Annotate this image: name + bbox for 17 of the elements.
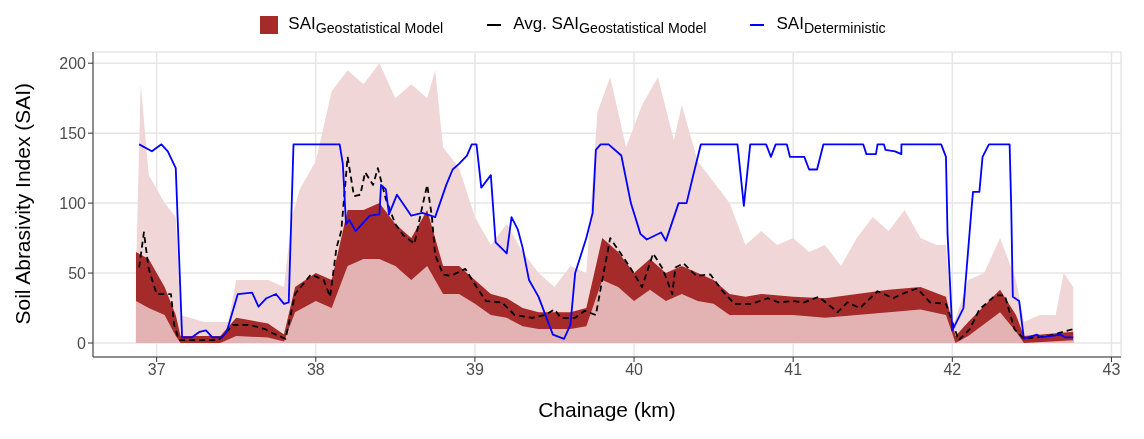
x-axis-title: Chainage (km): [538, 398, 676, 421]
y-tick-label: 100: [59, 194, 87, 212]
x-tick-label: 37: [147, 361, 166, 379]
y-tick-label: 50: [68, 264, 87, 282]
legend-label: SAI$_{Deterministic}$: [776, 13, 886, 37]
y-tick-label: 200: [59, 54, 87, 72]
y-tick-label: 0: [77, 334, 87, 352]
y-tick-label: 150: [59, 124, 87, 142]
x-tick-label: 43: [1102, 361, 1121, 379]
x-tick-label: 42: [943, 361, 962, 379]
x-tick-label: 39: [466, 361, 484, 379]
x-tick-label: 41: [784, 361, 803, 379]
x-tick-label: 38: [306, 361, 325, 379]
x-tick-label: 40: [625, 361, 644, 379]
y-axis-title: Soil Abrasivity Index (SAI): [11, 82, 35, 325]
legend-label: Avg. SAI$_{Geostatistical Model}$: [513, 13, 707, 37]
legend-label: SAI$_{Geostatistical Model}$: [288, 13, 444, 37]
